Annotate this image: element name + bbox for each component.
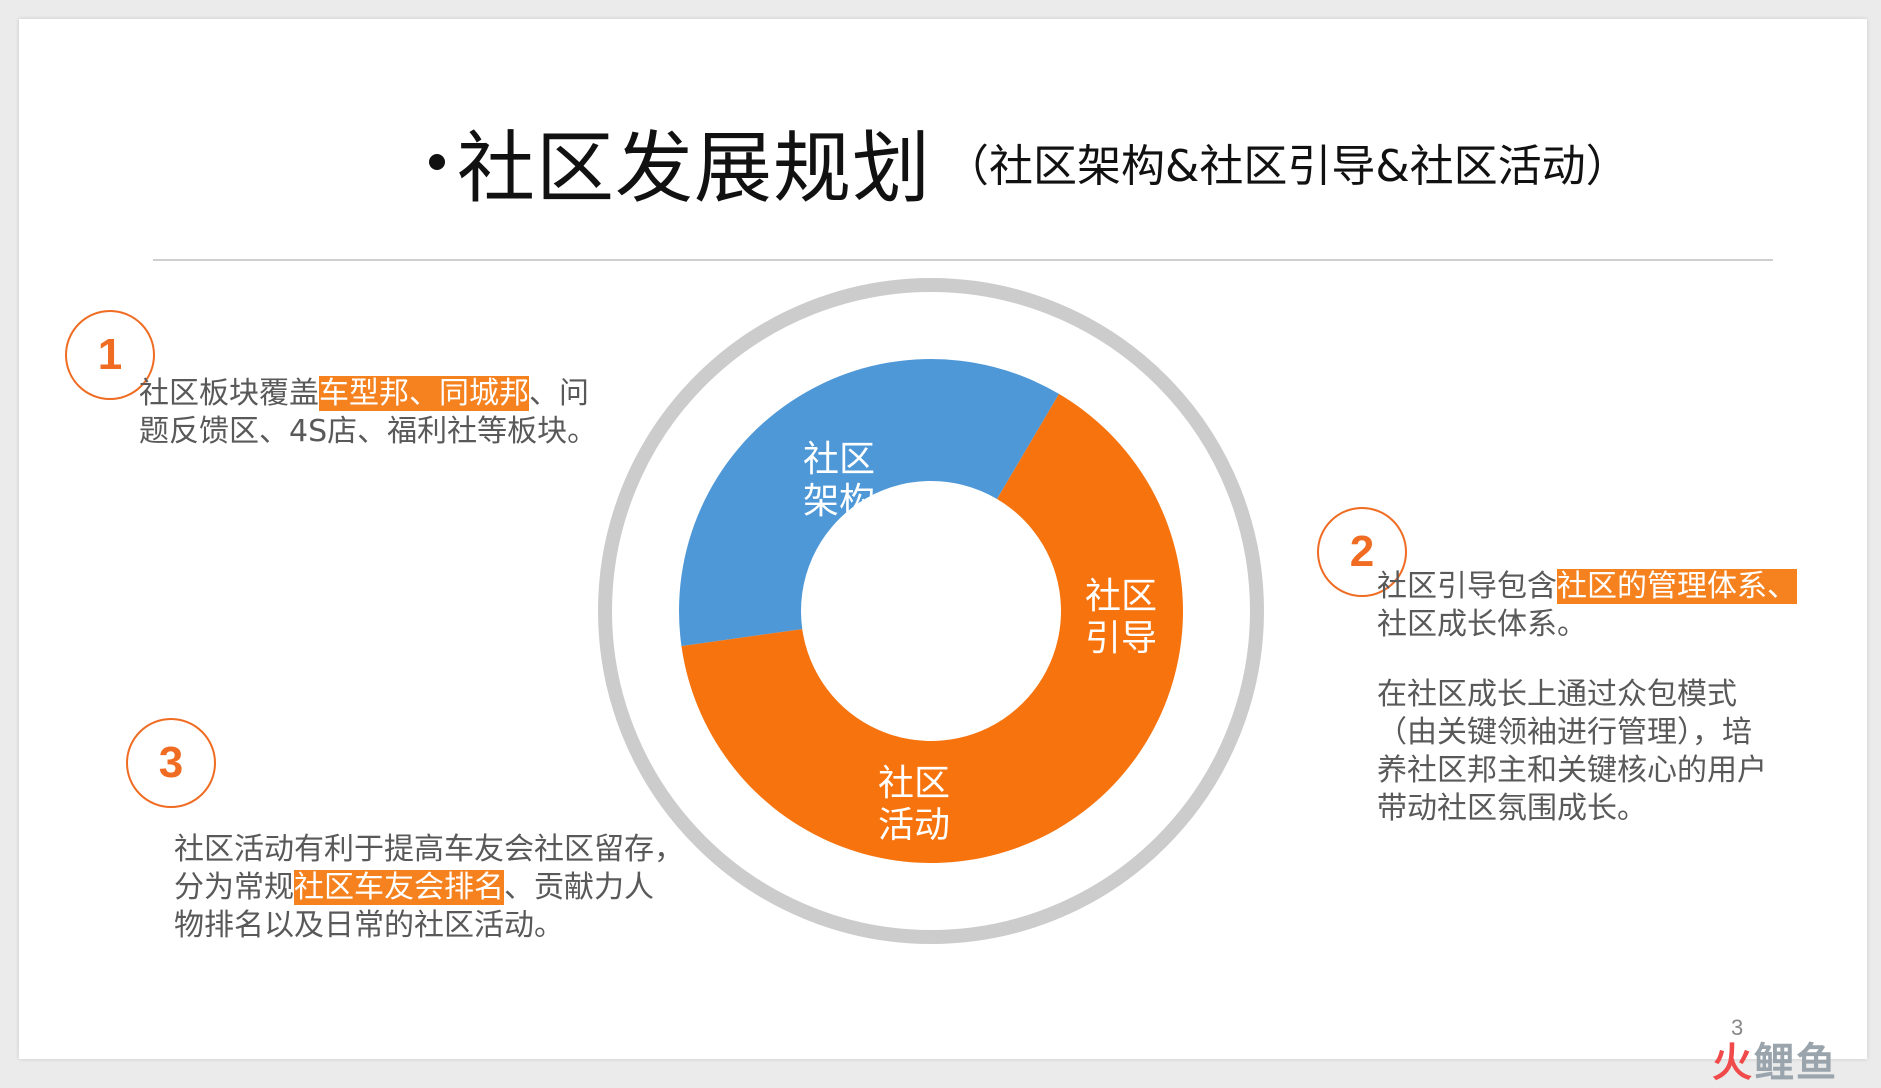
highlighted-text: 社区车友会排名 [294,870,504,905]
highlighted-text: 社区的管理体系、 [1557,569,1797,604]
text-line: 社区成长体系。 [1377,606,1817,644]
text-line: 分为常规社区车友会排名、贡献力人 [174,869,734,907]
slide: 社区发展规划 （社区架构&社区引导&社区活动） 社区架构 社区引导 社区活动 1… [19,19,1867,1059]
text-span: 社区活动有利于提高车友会社区留存， [174,832,684,867]
text-line: 带动社区氛围成长。 [1377,791,1647,826]
text-span: 物排名以及日常的社区活动。 [174,908,564,943]
page-title: 社区发展规划 [457,124,932,214]
section-2-detail: 在社区成长上通过众包模式 （由关键领袖进行管理），培 养社区邦主和关键核心的用户 带动… [1377,676,1817,828]
text-line: 社区引导包含社区的管理体系、 [1377,568,1817,606]
bullet-icon [429,154,445,170]
text-span: 分为常规 [174,870,294,905]
segment-architecture [679,359,1059,647]
text-span: 社区引导包含 [1377,569,1557,604]
number-badge-1: 1 [65,310,155,400]
segment-guidance-activity [681,393,1183,864]
section-2-text: 社区引导包含社区的管理体系、 社区成长体系。 [1377,568,1817,644]
text-line: 社区板块覆盖车型邦、同城邦、问 [139,375,659,413]
divider [153,259,1773,261]
section-3-text: 社区活动有利于提高车友会社区留存， 分为常规社区车友会排名、贡献力人 物排名以及日常… [174,831,734,945]
text-line: 在社区成长上通过众包模式 [1377,677,1737,712]
text-line: 物排名以及日常的社区活动。 [174,907,734,945]
text-span: 、贡献力人 [504,870,654,905]
text-line: （由关键领袖进行管理），培 [1377,715,1752,750]
segment-label-guidance: 社区引导 [1085,576,1157,659]
text-span: 、问 [529,376,589,411]
section-1-text: 社区板块覆盖车型邦、同城邦、问 题反馈区、4S店、福利社等板块。 [139,375,659,451]
text-line: 养社区邦主和关键核心的用户 [1377,753,1767,788]
page-subtitle: （社区架构&社区引导&社区活动） [945,141,1630,192]
watermark-logo: 火鲤鱼 [1712,1040,1838,1086]
outer-ring [598,278,1264,944]
text-span: 题反馈区、4S店、福利社等板块。 [139,414,598,449]
segment-label-activity: 社区活动 [878,763,950,846]
highlighted-text: 车型邦、同城邦 [319,376,529,411]
segment-label-architecture: 社区架构 [803,439,875,522]
title-bar: 社区发展规划 （社区架构&社区引导&社区活动） [429,107,1630,217]
page-number: 3 [1731,1015,1744,1040]
text-span: 社区成长体系。 [1377,607,1587,642]
text-span: 社区板块覆盖 [139,376,319,411]
number-badge-3: 3 [126,718,216,808]
text-line: 社区活动有利于提高车友会社区留存， [174,831,734,869]
donut-diagram: 社区架构 社区引导 社区活动 [598,278,1264,944]
text-line: 题反馈区、4S店、福利社等板块。 [139,413,659,451]
number-badge-2: 2 [1317,507,1407,597]
